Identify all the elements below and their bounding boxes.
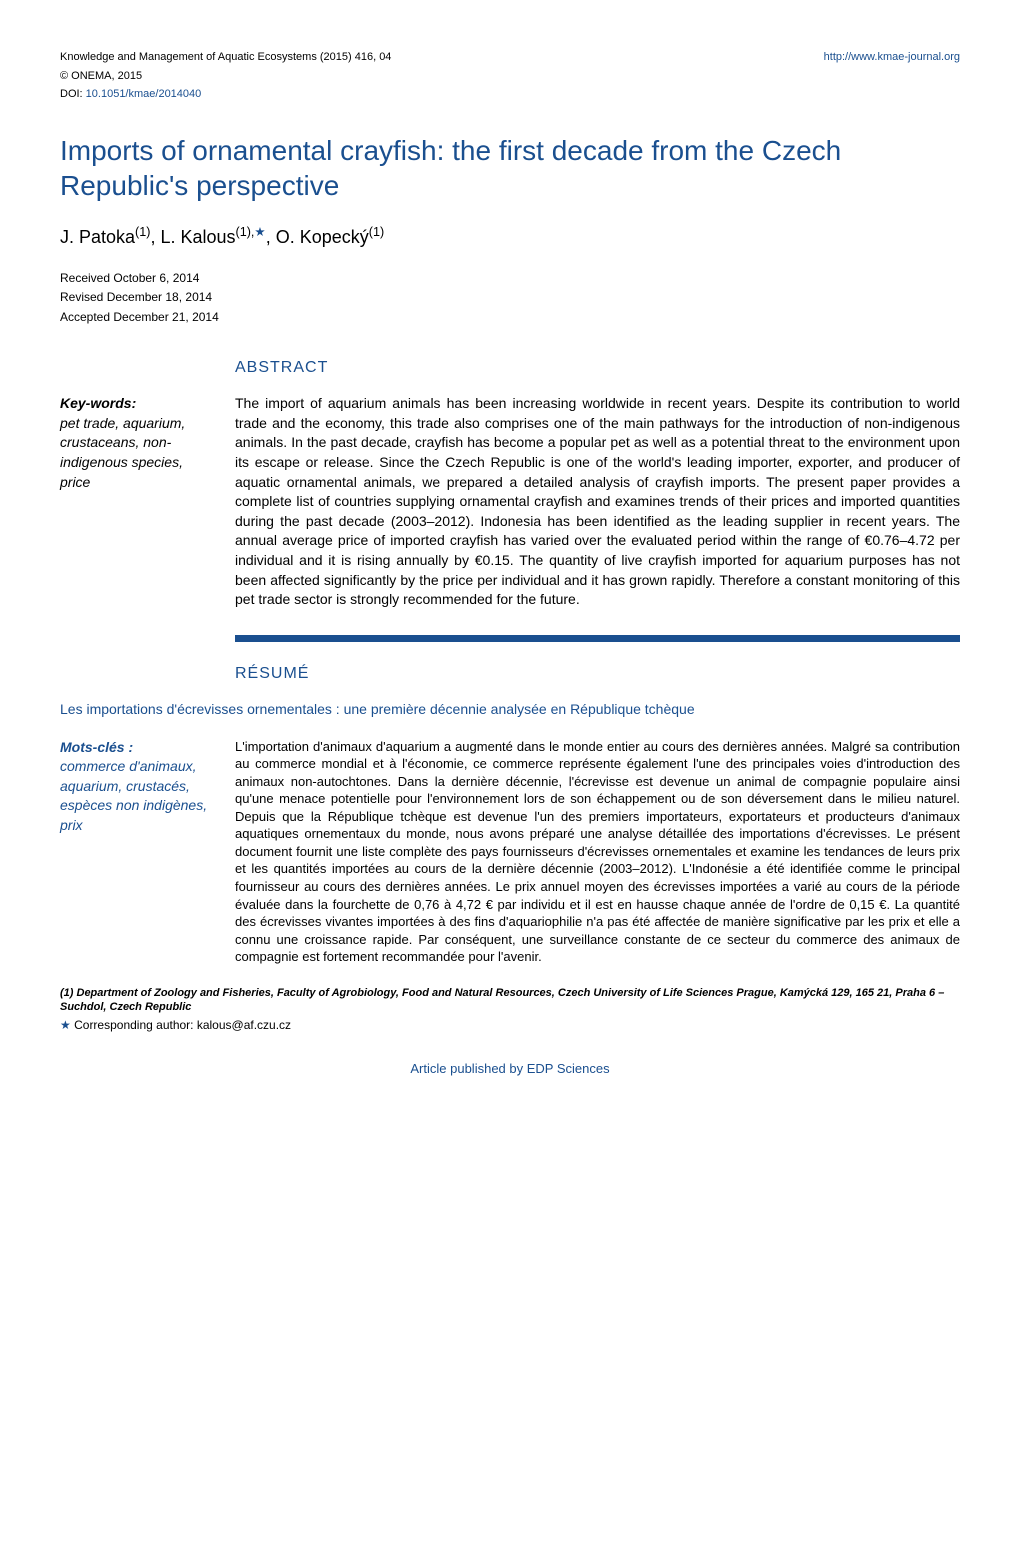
author-1: J. Patoka xyxy=(60,227,135,247)
abstract-text: The import of aquarium animals has been … xyxy=(235,394,960,610)
article-title: Imports of ornamental crayfish: the firs… xyxy=(60,133,960,203)
motscles-label: Mots-clés : xyxy=(60,739,133,755)
resume-block: Mots-clés : commerce d'animaux, aquarium… xyxy=(60,738,960,966)
journal-info: Knowledge and Management of Aquatic Ecos… xyxy=(60,50,391,66)
resume-text: L'importation d'animaux d'aquarium a aug… xyxy=(235,738,960,966)
date-revised: Revised December 18, 2014 xyxy=(60,289,960,306)
date-accepted: Accepted December 21, 2014 xyxy=(60,309,960,326)
author-1-affil: (1) xyxy=(135,225,150,239)
footer-publisher-link[interactable]: Article published by EDP Sciences xyxy=(60,1060,960,1079)
keywords-text: pet trade, aquarium, crustaceans, non-in… xyxy=(60,415,185,490)
authors: J. Patoka(1), L. Kalous(1),★, O. Kopecký… xyxy=(60,223,960,250)
affiliation: (1) Department of Zoology and Fisheries,… xyxy=(60,986,960,1015)
resume-subtitle: Les importations d'écrevisses ornemental… xyxy=(60,700,960,720)
header-row: Knowledge and Management of Aquatic Ecos… xyxy=(60,50,960,66)
abstract-heading: ABSTRACT xyxy=(235,356,960,379)
author-3-affil: (1) xyxy=(369,225,384,239)
author-3: , O. Kopecký xyxy=(266,227,369,247)
journal-url[interactable]: http://www.kmae-journal.org xyxy=(824,50,960,66)
date-received: Received October 6, 2014 xyxy=(60,270,960,287)
star-icon: ★ xyxy=(60,1018,71,1032)
dates-block: Received October 6, 2014 Revised Decembe… xyxy=(60,270,960,326)
doi-prefix: DOI: xyxy=(60,88,86,100)
motscles-column: Mots-clés : commerce d'animaux, aquarium… xyxy=(60,738,215,966)
divider-bar xyxy=(235,635,960,642)
star-icon: ★ xyxy=(254,225,265,239)
motscles-text: commerce d'animaux, aquarium, crustacés,… xyxy=(60,758,207,833)
author-2: , L. Kalous xyxy=(150,227,235,247)
resume-heading: RÉSUMÉ xyxy=(235,662,960,685)
keywords-label: Key-words: xyxy=(60,395,136,411)
abstract-block: Key-words: pet trade, aquarium, crustace… xyxy=(60,394,960,610)
keywords-column: Key-words: pet trade, aquarium, crustace… xyxy=(60,394,215,610)
copyright-line: © ONEMA, 2015 xyxy=(60,69,960,85)
corresponding-text: Corresponding author: kalous@af.czu.cz xyxy=(71,1018,291,1032)
doi-link[interactable]: 10.1051/kmae/2014040 xyxy=(86,88,202,100)
corresponding-author: ★ Corresponding author: kalous@af.czu.cz xyxy=(60,1017,960,1034)
doi-line: DOI: 10.1051/kmae/2014040 xyxy=(60,87,960,103)
author-2-affil: (1), xyxy=(236,225,255,239)
